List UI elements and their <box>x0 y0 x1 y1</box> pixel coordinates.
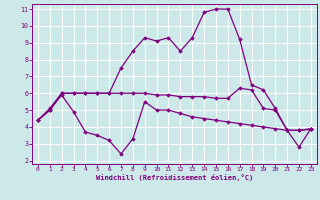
X-axis label: Windchill (Refroidissement éolien,°C): Windchill (Refroidissement éolien,°C) <box>96 174 253 181</box>
